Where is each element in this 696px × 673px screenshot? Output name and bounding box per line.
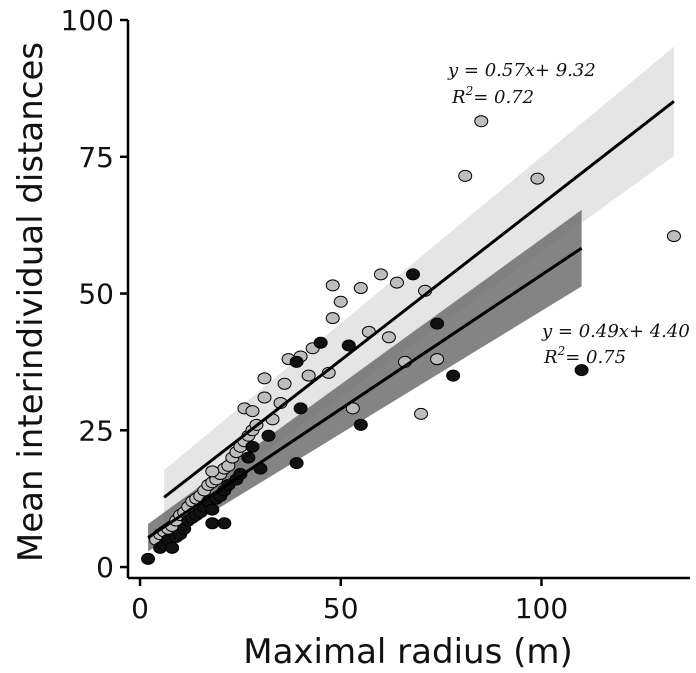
data-point-gray bbox=[666, 230, 681, 243]
data-point-gray bbox=[245, 405, 260, 418]
x-tick-label: 100 bbox=[515, 592, 568, 625]
data-point-black bbox=[165, 541, 180, 554]
data-point-gray bbox=[373, 268, 388, 281]
fit-equation-black: y = 0.49x+ 4.40 bbox=[541, 321, 690, 342]
data-point-gray bbox=[333, 295, 348, 308]
data-point-gray bbox=[205, 465, 220, 478]
regression-lines bbox=[147, 100, 675, 539]
y-tick-label: 100 bbox=[61, 4, 114, 37]
data-point-black bbox=[289, 457, 304, 470]
data-point-black bbox=[341, 339, 356, 352]
data-point-black bbox=[205, 503, 220, 516]
y-tick-label: 50 bbox=[78, 278, 114, 311]
data-point-gray bbox=[353, 282, 368, 295]
data-point-black bbox=[406, 268, 421, 281]
data-point-black bbox=[313, 336, 328, 349]
data-point-gray bbox=[530, 172, 545, 185]
data-point-gray bbox=[381, 331, 396, 344]
data-point-gray bbox=[325, 279, 340, 292]
confidence-band-gray bbox=[164, 46, 674, 525]
data-point-gray bbox=[414, 407, 429, 420]
data-point-gray bbox=[325, 312, 340, 325]
fit-r2-gray: R2= 0.72 bbox=[451, 84, 534, 108]
data-point-gray bbox=[301, 369, 316, 382]
y-tick-label: 25 bbox=[78, 414, 114, 447]
axis-ticks: 0 25 50 75 100 0 50 100 bbox=[61, 4, 569, 625]
data-point-gray bbox=[257, 391, 272, 404]
data-point-black bbox=[245, 440, 260, 453]
data-point-gray bbox=[257, 372, 272, 385]
y-tick-label: 75 bbox=[78, 141, 114, 174]
axes bbox=[126, 20, 690, 580]
data-point-gray bbox=[277, 377, 292, 390]
x-tick-label: 50 bbox=[323, 592, 359, 625]
data-point-black bbox=[293, 402, 308, 415]
data-point-black bbox=[205, 517, 220, 530]
y-tick-label: 0 bbox=[96, 551, 114, 584]
data-point-gray bbox=[458, 169, 473, 182]
fit-r2-black: R2= 0.75 bbox=[543, 344, 626, 368]
regression-line-gray bbox=[163, 100, 675, 499]
data-point-black bbox=[141, 552, 156, 565]
x-axis-title: Maximal radius (m) bbox=[243, 632, 573, 672]
data-point-gray bbox=[474, 115, 489, 128]
data-point-gray bbox=[345, 402, 360, 415]
data-point-gray bbox=[430, 353, 445, 366]
data-point-black bbox=[353, 418, 368, 431]
data-point-black bbox=[574, 364, 589, 377]
data-point-gray bbox=[389, 276, 404, 289]
regression-line-black bbox=[147, 246, 583, 539]
fit-equation-gray: y = 0.57x+ 9.32 bbox=[447, 60, 596, 81]
data-point-black bbox=[289, 355, 304, 368]
data-point-black bbox=[261, 429, 276, 442]
data-points bbox=[141, 115, 681, 565]
y-axis-title: Mean interindividual distances bbox=[11, 42, 51, 562]
data-point-black bbox=[446, 369, 461, 382]
x-tick-label: 0 bbox=[131, 592, 149, 625]
data-point-black bbox=[430, 317, 445, 330]
data-point-black bbox=[217, 517, 232, 530]
data-point-black bbox=[241, 451, 256, 464]
